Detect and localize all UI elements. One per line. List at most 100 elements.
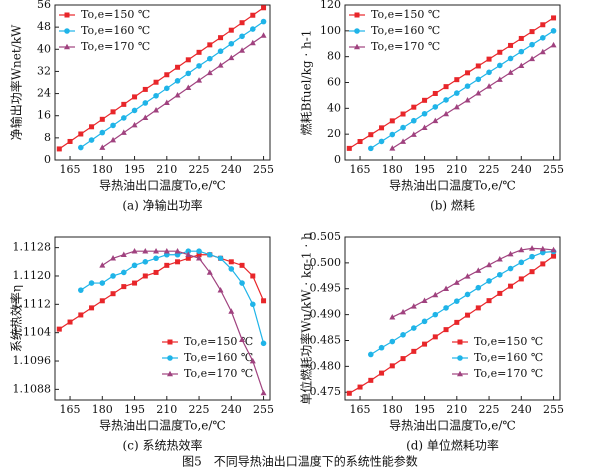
legend-label: To,e=150 ℃ <box>81 8 150 21</box>
x-tick-label: 180 <box>92 163 113 176</box>
marker <box>228 54 235 61</box>
marker <box>486 56 492 62</box>
y-tick-label: 0.480 <box>310 359 342 372</box>
marker <box>260 340 267 347</box>
marker <box>153 79 159 85</box>
marker <box>497 290 503 296</box>
marker <box>518 62 525 69</box>
y-tick-label: 0.505 <box>310 230 342 243</box>
marker <box>228 266 235 272</box>
marker <box>454 77 460 83</box>
plot-frame <box>54 4 271 161</box>
x-tick-label: 225 <box>479 163 500 176</box>
marker <box>196 77 203 83</box>
marker <box>475 267 482 273</box>
x-tick-label: 180 <box>92 403 113 416</box>
marker <box>185 248 192 254</box>
x-axis-label: 导热油出口温度To,e/℃ <box>389 418 516 433</box>
marker <box>507 69 514 75</box>
marker <box>497 271 503 278</box>
marker <box>486 278 492 284</box>
legend-label: To,e=150 ℃ <box>184 335 253 348</box>
marker <box>239 33 245 40</box>
marker <box>357 384 363 390</box>
marker <box>507 265 514 272</box>
marker <box>131 121 138 128</box>
marker <box>99 298 105 304</box>
x-tick-label: 255 <box>543 163 564 176</box>
marker <box>89 124 95 130</box>
marker <box>120 129 127 135</box>
marker <box>457 370 463 377</box>
marker <box>432 104 439 110</box>
marker <box>121 101 127 107</box>
marker <box>529 269 535 275</box>
marker <box>206 69 213 76</box>
marker <box>218 35 224 41</box>
marker <box>443 305 449 311</box>
marker <box>56 326 62 332</box>
marker <box>411 348 417 354</box>
marker <box>432 90 438 96</box>
marker <box>529 29 535 35</box>
legend-label: To,e=150 ℃ <box>371 8 440 21</box>
marker <box>508 283 514 289</box>
marker <box>131 247 138 254</box>
marker <box>454 90 460 96</box>
marker <box>443 110 450 117</box>
marker <box>196 248 202 254</box>
marker <box>120 251 127 258</box>
marker <box>496 256 503 262</box>
marker <box>142 86 148 92</box>
marker <box>164 262 170 268</box>
marker <box>78 287 84 293</box>
marker <box>454 298 460 304</box>
marker <box>453 279 460 285</box>
marker <box>368 145 374 152</box>
marker <box>443 285 450 292</box>
marker <box>540 35 546 41</box>
x-tick-label: 165 <box>60 163 81 176</box>
y-tick-label: 80 <box>327 50 341 63</box>
marker <box>164 72 170 78</box>
legend-label: To,e=160 ℃ <box>371 24 440 37</box>
figure-caption: 图5 不同导热油出口温度下的系统性能参数 <box>182 454 418 469</box>
marker <box>464 291 471 298</box>
y-tick-label: 32 <box>37 64 51 77</box>
marker <box>196 255 203 261</box>
y-tick-label: 56 <box>37 0 51 11</box>
legend-label: To,e=170 ℃ <box>81 40 150 53</box>
marker <box>142 114 149 120</box>
y-tick-label: 8 <box>44 131 51 144</box>
marker <box>207 251 213 258</box>
marker <box>540 261 546 267</box>
marker <box>346 145 352 151</box>
marker <box>110 136 117 143</box>
marker <box>239 336 246 343</box>
y-tick-label: 20 <box>327 127 341 140</box>
marker <box>153 106 160 113</box>
marker <box>551 15 557 21</box>
marker <box>454 319 460 325</box>
marker <box>389 338 396 345</box>
marker <box>131 262 138 269</box>
marker <box>99 116 105 122</box>
marker <box>64 43 70 50</box>
marker <box>239 47 246 53</box>
marker <box>217 255 224 262</box>
marker <box>443 84 449 90</box>
marker <box>261 5 267 11</box>
x-tick-label: 195 <box>414 403 435 416</box>
y-tick-label: 100 <box>320 24 341 37</box>
marker <box>110 109 116 115</box>
subtitle: (b) 燃耗 <box>430 198 475 213</box>
marker <box>99 262 106 268</box>
marker <box>368 377 374 383</box>
marker <box>131 107 138 114</box>
marker <box>250 273 256 279</box>
marker <box>518 259 525 266</box>
y-tick-label: 0.490 <box>310 308 342 321</box>
marker <box>142 247 149 254</box>
series-line <box>391 44 554 149</box>
